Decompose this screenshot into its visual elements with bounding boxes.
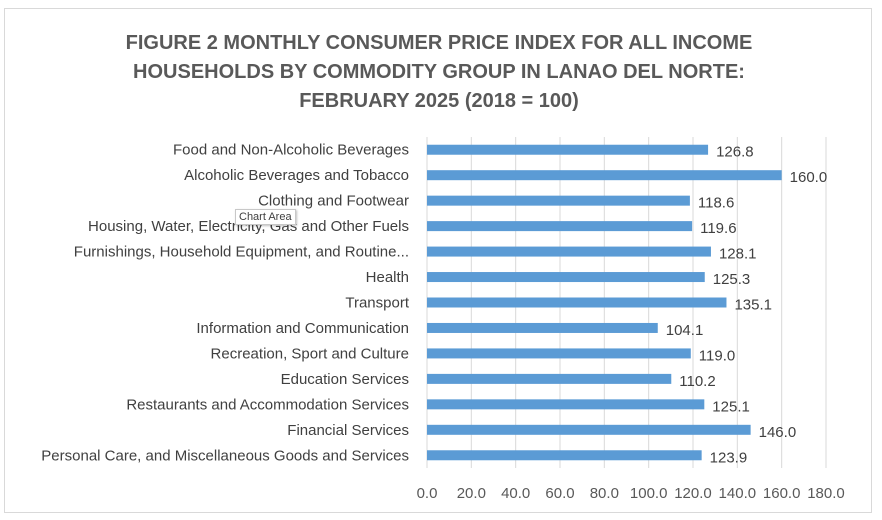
category-label: Personal Care, and Miscellaneous Goods a… xyxy=(41,447,409,464)
bar[interactable] xyxy=(427,170,782,181)
data-label: 104.1 xyxy=(666,322,704,339)
data-label: 119.6 xyxy=(700,220,736,237)
category-label: Housing, Water, Electricity, Gas and Oth… xyxy=(88,218,409,235)
category-label: Health xyxy=(366,269,409,286)
x-tick-label: 60.0 xyxy=(545,485,574,502)
category-label: Financial Services xyxy=(287,422,409,439)
data-label: 135.1 xyxy=(734,297,772,314)
category-label: Recreation, Sport and Culture xyxy=(211,345,409,362)
data-label: 110.2 xyxy=(679,373,715,390)
category-label: Food and Non-Alcoholic Beverages xyxy=(173,142,409,159)
data-label: 125.1 xyxy=(712,398,750,415)
chart-title: FIGURE 2 MONTHLY CONSUMER PRICE INDEX FO… xyxy=(5,29,873,116)
chart-area-tooltip: Chart Area xyxy=(235,209,296,225)
bar[interactable] xyxy=(427,246,711,257)
x-tick-label: 120.0 xyxy=(674,485,712,502)
x-tick-label: 180.0 xyxy=(807,485,845,502)
x-tick-label: 160.0 xyxy=(763,485,801,502)
x-tick-label: 140.0 xyxy=(719,485,757,502)
bar[interactable] xyxy=(427,322,658,333)
bar[interactable] xyxy=(427,424,751,435)
x-tick-label: 20.0 xyxy=(457,485,486,502)
bar[interactable] xyxy=(427,272,705,283)
data-label: 146.0 xyxy=(759,424,797,441)
data-label: 128.1 xyxy=(719,246,757,263)
bars xyxy=(427,144,782,461)
category-label: Alcoholic Beverages and Tobacco xyxy=(184,167,409,184)
category-label: Education Services xyxy=(281,371,409,388)
bar[interactable] xyxy=(427,144,709,155)
bar[interactable] xyxy=(427,450,702,461)
data-labels: 126.8 160.0 118.6 119.6 128.1 125.3 135.1 104.1… xyxy=(666,144,827,467)
category-labels: Food and Non-Alcoholic Beverages Alcoholi… xyxy=(41,142,410,465)
category-label: Restaurants and Accommodation Services xyxy=(126,396,409,413)
data-label: 126.8 xyxy=(716,144,754,161)
bar[interactable] xyxy=(427,348,691,359)
x-axis-tick-labels: 0.0 20.0 40.0 60.0 80.0 100.0 120.0 140.0 160.0 1… xyxy=(417,485,845,502)
data-label: 119.0 xyxy=(699,347,735,364)
bar[interactable] xyxy=(427,221,693,232)
bar[interactable] xyxy=(427,373,672,384)
data-label: 118.6 xyxy=(698,195,734,212)
x-tick-label: 100.0 xyxy=(630,485,668,502)
data-label: 123.9 xyxy=(710,449,748,466)
x-tick-label: 40.0 xyxy=(501,485,530,502)
chart-title-line-3: FEBRUARY 2025 (2018 = 100) xyxy=(299,90,579,112)
chart-title-line-2: HOUSEHOLDS BY COMMODITY GROUP IN LANAO D… xyxy=(133,61,745,83)
bar[interactable] xyxy=(427,297,727,308)
category-label: Furnishings, Household Equipment, and Ro… xyxy=(74,244,409,261)
bar[interactable] xyxy=(427,195,690,206)
chart-title-line-1: FIGURE 2 MONTHLY CONSUMER PRICE INDEX FO… xyxy=(125,32,753,54)
category-label: Information and Communication xyxy=(196,320,409,337)
category-label: Transport xyxy=(345,295,409,312)
bar[interactable] xyxy=(427,399,705,410)
data-label: 160.0 xyxy=(790,169,828,186)
data-label: 125.3 xyxy=(713,271,751,288)
x-tick-label: 0.0 xyxy=(417,485,438,502)
category-label: Clothing and Footwear xyxy=(258,193,409,210)
x-tick-label: 80.0 xyxy=(590,485,619,502)
